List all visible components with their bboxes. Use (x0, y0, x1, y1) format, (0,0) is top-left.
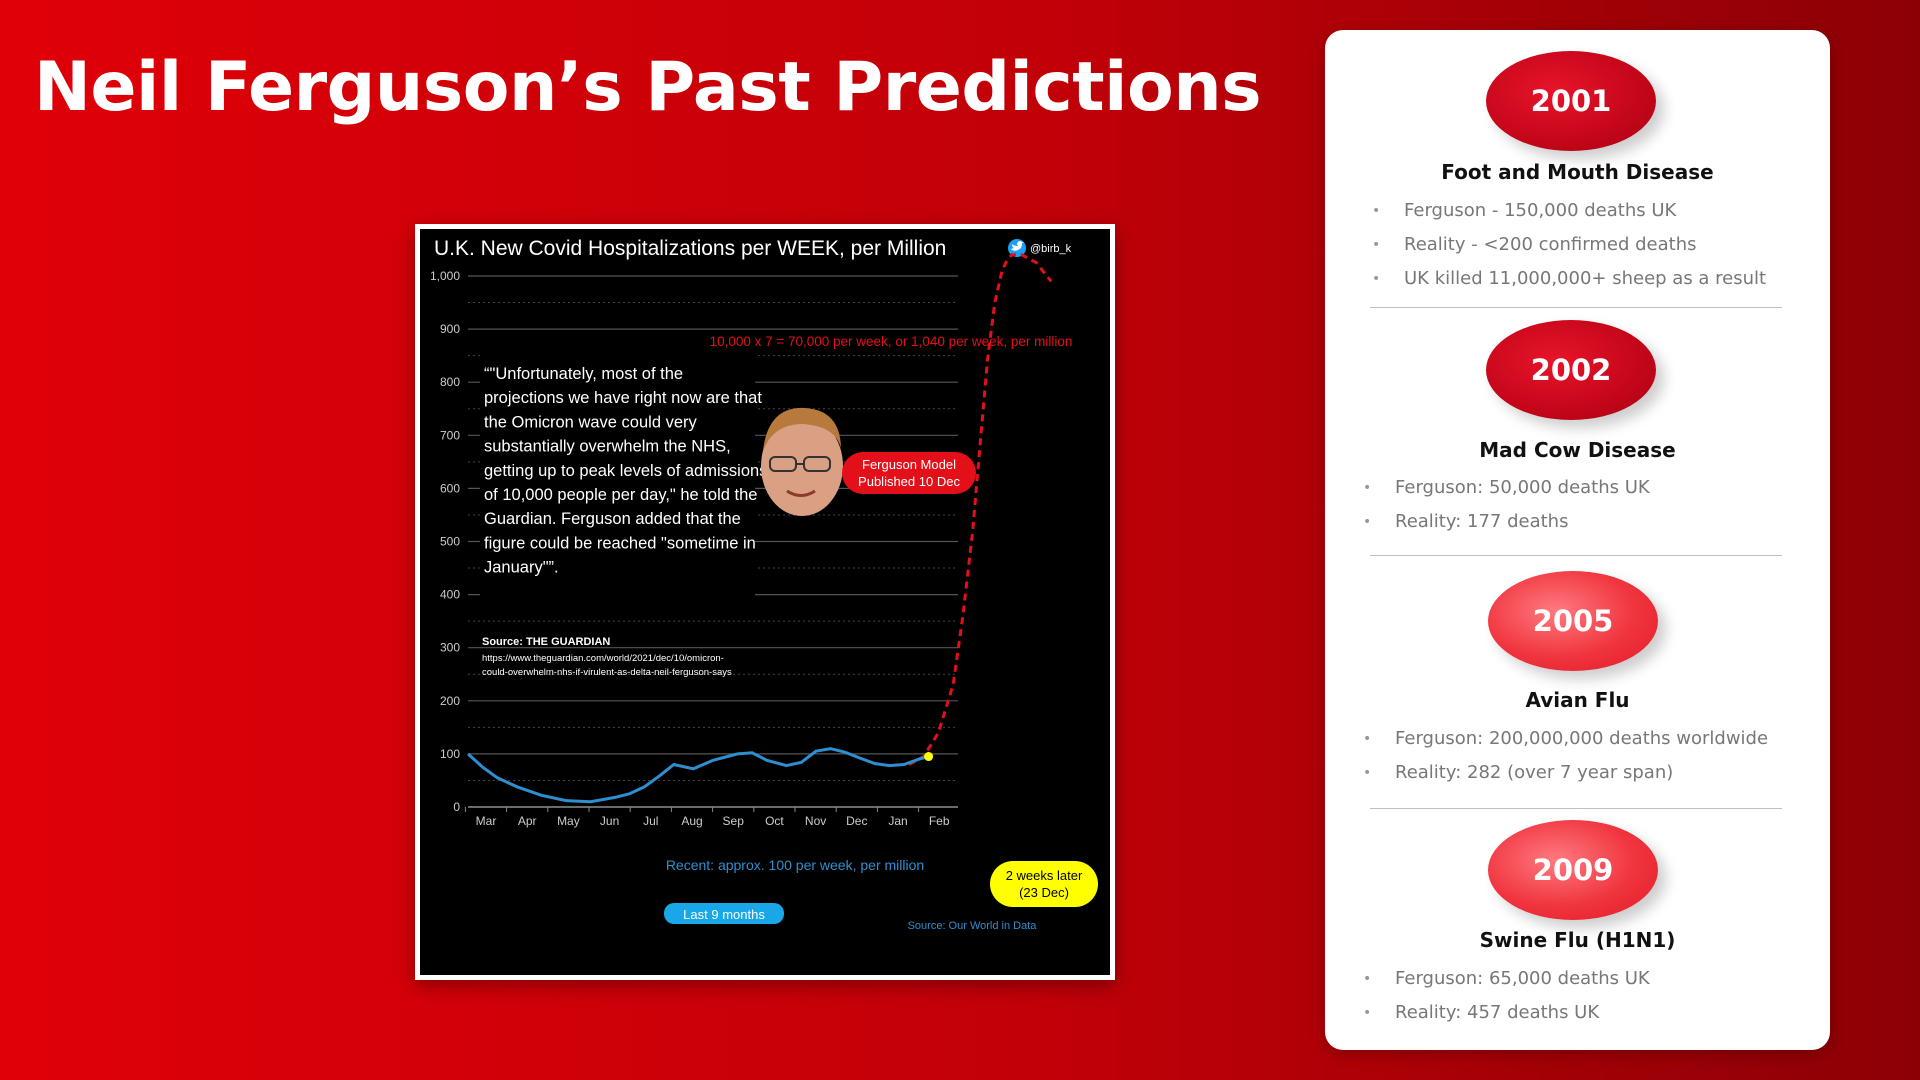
last-9-months-badge: Last 9 months (664, 903, 784, 924)
x-tick-label: Dec (846, 814, 867, 828)
y-tick-label: 400 (440, 588, 460, 602)
bullet-list-2002: • Ferguson: 50,000 deaths UK • Reality: 17… (1363, 471, 1650, 539)
quote-backdrop (480, 353, 755, 603)
quote-source-url: https://www.theguardian.com/world/2021/d… (482, 653, 732, 678)
last-9-months-label: Last 9 months (683, 907, 765, 922)
section-divider (1370, 307, 1782, 308)
section-title-2001: Foot and Mouth Disease (1441, 160, 1714, 184)
year-2009: 2009 (1532, 853, 1614, 887)
data-source: Source: Our World in Data (908, 920, 1038, 932)
x-tick-label: Apr (518, 814, 537, 828)
x-tick-label: Oct (765, 814, 784, 828)
list-item: • Ferguson: 50,000 deaths UK (1363, 477, 1650, 498)
year-badge-2009: 2009 (1488, 820, 1658, 920)
list-item: • Reality: 177 deaths (1363, 511, 1569, 532)
bullet-list-2009: • Ferguson: 65,000 deaths UK • Reality: 45… (1363, 962, 1650, 1030)
list-item: • Reality - <200 confirmed deaths (1372, 234, 1697, 255)
y-tick-label: 100 (440, 747, 460, 761)
section-divider (1370, 808, 1782, 809)
list-item: • Ferguson: 200,000,000 deaths worldwide (1363, 728, 1769, 749)
x-tick-label: Sep (723, 814, 745, 828)
y-tick-label: 500 (440, 535, 460, 549)
ferguson-model-label: Ferguson Model Published 10 Dec (842, 452, 976, 494)
list-item: • Ferguson - 150,000 deaths UK (1372, 200, 1677, 221)
x-tick-label: Feb (929, 814, 950, 828)
section-title-2009: Swine Flu (H1N1) (1479, 928, 1676, 952)
x-tick-label: Aug (681, 814, 702, 828)
x-tick-label: Jul (643, 814, 658, 828)
year-2002: 2002 (1530, 353, 1612, 387)
y-tick-label: 0 (453, 800, 460, 814)
y-tick-label: 1,000 (430, 269, 460, 283)
year-badge-2001: 2001 (1486, 51, 1656, 151)
list-item: • UK killed 11,000,000+ sheep as a result (1372, 268, 1767, 289)
ferguson-model-line (908, 253, 1053, 766)
x-tick-label: Jun (600, 814, 619, 828)
section-title-2005: Avian Flu (1525, 688, 1630, 712)
chart-title: U.K. New Covid Hospitalizations per WEEK… (434, 237, 946, 260)
guardian-quote: “"Unfortunately, most of the projections … (484, 365, 767, 577)
recent-hospitalizations-line (466, 747, 929, 804)
hospitalizations-chart: U.K. New Covid Hospitalizations per WEEK… (420, 229, 1110, 975)
y-tick-label: 200 (440, 694, 460, 708)
x-tick-label: Nov (805, 814, 826, 828)
year-badge-2002: 2002 (1486, 320, 1656, 420)
recent-label: Recent: approx. 100 per week, per millio… (666, 857, 924, 873)
year-2001: 2001 (1530, 84, 1612, 118)
bullet-list-2001: • Ferguson - 150,000 deaths UK • Reality -… (1372, 194, 1766, 296)
x-axis-ticks: Mar Apr May Jun Jul Aug Sep Oct Nov Dec Jan Feb (464, 806, 958, 828)
chart-handle: @birb_k (1030, 243, 1072, 255)
section-divider (1370, 555, 1782, 556)
y-axis-ticks: 0 100 200 300 400 500 600 700 800 900 1,000 (430, 269, 460, 814)
y-tick-label: 300 (440, 641, 460, 655)
bullet-list-2005: • Ferguson: 200,000,000 deaths worldwide … (1363, 722, 1768, 790)
formula-annotation: 10,000 x 7 = 70,000 per week, or 1,040 p… (710, 334, 1073, 349)
year-2005: 2005 (1532, 604, 1614, 638)
year-badge-2005: 2005 (1488, 571, 1658, 671)
svg-text:2 weeks later(23 Dec): 2 weeks later (23 Dec) (1006, 868, 1083, 900)
y-tick-label: 600 (440, 481, 460, 495)
section-title-2002: Mad Cow Disease (1479, 438, 1676, 462)
list-item: • Ferguson: 65,000 deaths UK (1363, 968, 1650, 989)
x-tick-label: Mar (476, 814, 497, 828)
list-item: • Reality: 282 (over 7 year span) (1363, 762, 1674, 783)
quote-source-label: Source: THE GUARDIAN (482, 636, 610, 648)
y-tick-label: 700 (440, 428, 460, 442)
ferguson-photo (761, 407, 843, 516)
two-weeks-later-badge: 2 weeks later (23 Dec) (990, 861, 1098, 907)
dec23-marker (924, 752, 934, 762)
slide-title: Neil Ferguson’s Past Predictions (34, 48, 1262, 127)
y-tick-label: 800 (440, 375, 460, 389)
chart-image: U.K. New Covid Hospitalizations per WEEK… (415, 224, 1115, 980)
predictions-panel: 2001 Foot and Mouth Disease • Ferguson - … (1325, 30, 1830, 1050)
y-tick-label: 900 (440, 322, 460, 336)
x-tick-label: May (557, 814, 580, 828)
twitter-icon (1008, 239, 1026, 257)
list-item: • Reality: 457 deaths UK (1363, 1002, 1600, 1023)
x-tick-label: Jan (888, 814, 907, 828)
